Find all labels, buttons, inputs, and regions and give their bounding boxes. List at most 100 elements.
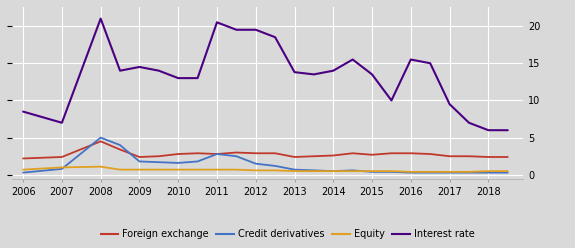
Interest rate <box>136 65 143 68</box>
Interest rate <box>213 21 220 24</box>
Foreign exchange <box>427 153 434 155</box>
Line: Credit derivatives: Credit derivatives <box>23 138 508 173</box>
Foreign exchange <box>310 155 317 158</box>
Equity <box>427 170 434 173</box>
Equity <box>97 165 104 168</box>
Credit derivatives <box>117 144 124 147</box>
Equity <box>291 170 298 173</box>
Credit derivatives <box>291 168 298 171</box>
Interest rate <box>485 129 492 132</box>
Credit derivatives <box>407 171 414 174</box>
Interest rate <box>271 36 278 39</box>
Equity <box>252 169 259 172</box>
Interest rate <box>446 103 453 106</box>
Interest rate <box>233 28 240 31</box>
Credit derivatives <box>388 170 395 173</box>
Equity <box>213 168 220 171</box>
Foreign exchange <box>466 155 473 158</box>
Equity <box>136 168 143 171</box>
Equity <box>20 168 26 171</box>
Interest rate <box>252 28 259 31</box>
Interest rate <box>20 110 26 113</box>
Credit derivatives <box>213 153 220 155</box>
Equity <box>330 170 337 173</box>
Interest rate <box>388 99 395 102</box>
Credit derivatives <box>427 171 434 174</box>
Credit derivatives <box>155 161 162 164</box>
Foreign exchange <box>271 152 278 155</box>
Foreign exchange <box>388 152 395 155</box>
Foreign exchange <box>213 153 220 155</box>
Equity <box>271 169 278 172</box>
Equity <box>59 166 66 169</box>
Equity <box>485 170 492 173</box>
Foreign exchange <box>117 148 124 151</box>
Foreign exchange <box>97 140 104 143</box>
Credit derivatives <box>446 171 453 174</box>
Equity <box>446 170 453 173</box>
Interest rate <box>349 58 356 61</box>
Interest rate <box>310 73 317 76</box>
Equity <box>233 168 240 171</box>
Foreign exchange <box>446 155 453 158</box>
Credit derivatives <box>310 169 317 172</box>
Interest rate <box>194 77 201 80</box>
Equity <box>369 170 375 173</box>
Interest rate <box>407 58 414 61</box>
Foreign exchange <box>407 152 414 155</box>
Interest rate <box>175 77 182 80</box>
Equity <box>504 170 511 173</box>
Credit derivatives <box>504 171 511 174</box>
Equity <box>175 168 182 171</box>
Interest rate <box>427 62 434 65</box>
Foreign exchange <box>252 152 259 155</box>
Equity <box>155 168 162 171</box>
Foreign exchange <box>330 154 337 157</box>
Interest rate <box>117 69 124 72</box>
Interest rate <box>466 121 473 124</box>
Foreign exchange <box>175 153 182 155</box>
Equity <box>117 168 124 171</box>
Credit derivatives <box>175 161 182 164</box>
Credit derivatives <box>136 160 143 163</box>
Foreign exchange <box>194 152 201 155</box>
Equity <box>349 170 356 173</box>
Foreign exchange <box>20 157 26 160</box>
Credit derivatives <box>466 171 473 174</box>
Foreign exchange <box>233 151 240 154</box>
Interest rate <box>155 69 162 72</box>
Equity <box>466 170 473 173</box>
Credit derivatives <box>349 169 356 172</box>
Foreign exchange <box>136 155 143 158</box>
Foreign exchange <box>369 153 375 156</box>
Line: Foreign exchange: Foreign exchange <box>23 141 508 158</box>
Credit derivatives <box>97 136 104 139</box>
Foreign exchange <box>485 155 492 158</box>
Line: Equity: Equity <box>23 167 508 172</box>
Foreign exchange <box>504 155 511 158</box>
Equity <box>310 170 317 173</box>
Foreign exchange <box>349 152 356 155</box>
Equity <box>194 168 201 171</box>
Interest rate <box>97 17 104 20</box>
Credit derivatives <box>59 167 66 170</box>
Credit derivatives <box>252 162 259 165</box>
Legend: Foreign exchange, Credit derivatives, Equity, Interest rate: Foreign exchange, Credit derivatives, Eq… <box>97 225 478 243</box>
Line: Interest rate: Interest rate <box>23 19 508 130</box>
Interest rate <box>330 69 337 72</box>
Interest rate <box>291 71 298 74</box>
Credit derivatives <box>271 164 278 167</box>
Credit derivatives <box>233 155 240 158</box>
Interest rate <box>59 121 66 124</box>
Credit derivatives <box>485 171 492 174</box>
Credit derivatives <box>369 170 375 173</box>
Equity <box>407 170 414 173</box>
Credit derivatives <box>20 171 26 174</box>
Interest rate <box>504 129 511 132</box>
Foreign exchange <box>155 155 162 158</box>
Foreign exchange <box>291 155 298 158</box>
Credit derivatives <box>330 170 337 173</box>
Credit derivatives <box>194 160 201 163</box>
Interest rate <box>369 73 375 76</box>
Foreign exchange <box>59 155 66 158</box>
